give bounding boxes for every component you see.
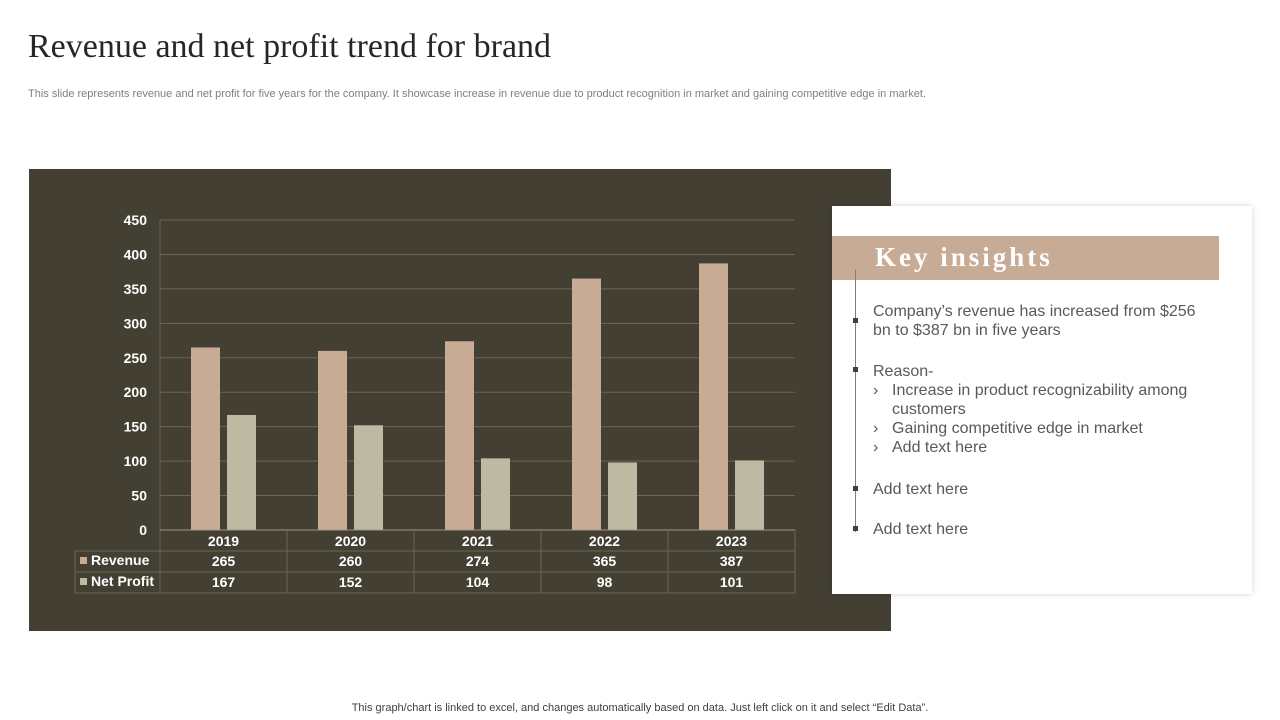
insight-add-text: Add text here [873,481,969,498]
insight-add-text: Add text here [873,521,969,538]
y-tick-label: 50 [131,488,147,504]
y-tick-label: 400 [124,246,148,262]
legend-key [80,578,87,585]
bar-revenue [572,278,601,530]
footnote: This graph/chart is linked to excel, and… [351,702,929,714]
insight-revenue-growth: Company’s revenue has increased from $25… [873,303,1196,339]
key-insights-card: Key insights Company’s revenue has incre… [832,206,1252,594]
reason-item: › Increase in product recognizability amo… [873,381,1213,419]
series-name: Net Profit [91,573,154,589]
table-value: 167 [212,574,236,590]
bar-net-profit [481,458,510,530]
table-value: 274 [466,553,490,569]
bar-net-profit [354,425,383,530]
y-tick-label: 250 [124,350,148,366]
insight-reasons: Reason- › Increase in product recognizabi… [873,362,1213,457]
bar-revenue [445,341,474,530]
y-tick-label: 0 [139,522,147,538]
bar-net-profit [735,460,764,530]
y-tick-label: 150 [124,419,148,435]
reason-item: › Add text here [873,438,1213,457]
reason-heading: Reason- [873,363,934,380]
table-value: 101 [720,574,744,590]
table-value: 98 [597,574,613,590]
chart-panel[interactable]: 0 50 100 150 200 250 300 350 400 450 2019 2020 2021 2… [29,169,891,631]
insights-title: Key insights [875,242,1053,272]
table-value: 260 [339,553,363,569]
y-tick-label: 200 [124,384,148,400]
reason-item-text: Add text here [892,439,988,456]
series-name: Revenue [91,552,150,568]
table-value: 104 [466,574,490,590]
table-value: 152 [339,574,363,590]
timeline-dot [853,486,858,491]
legend-key [80,557,87,564]
timeline-line [855,270,856,532]
insights-header: Key insights [832,236,1219,280]
chevron-right-icon: › [873,382,879,399]
slide-title: Revenue and net profit trend for brand [28,28,552,65]
reason-item-text: Gaining competitive edge in market [892,420,1143,437]
timeline-dot [853,318,858,323]
category-label: 2020 [335,533,366,549]
reason-item: › Gaining competitive edge in market [873,419,1213,438]
bar-net-profit [608,462,637,530]
y-tick-label: 350 [124,281,148,297]
slide-subtitle: This slide represents revenue and net pr… [28,88,927,100]
timeline-dot [853,367,858,372]
category-label: 2023 [716,533,747,549]
y-tick-label: 100 [124,453,148,469]
bar-revenue [318,350,347,530]
bar-net-profit [227,414,256,530]
chevron-right-icon: › [873,420,879,437]
bar-revenue [699,263,728,530]
category-label: 2019 [208,533,239,549]
reason-item-text: Increase in product recognizability amon… [892,382,1188,418]
category-label: 2022 [589,533,620,549]
table-value: 365 [593,553,617,569]
y-tick-label: 450 [124,212,148,228]
y-tick-label: 300 [124,315,148,331]
table-value: 265 [212,553,236,569]
table-value: 387 [720,553,744,569]
bar-revenue [191,347,220,530]
revenue-profit-chart[interactable]: 0 50 100 150 200 250 300 350 400 450 2019 2020 2021 2… [29,169,891,631]
category-label: 2021 [462,533,493,549]
chevron-right-icon: › [873,439,879,456]
timeline-dot [853,526,858,531]
